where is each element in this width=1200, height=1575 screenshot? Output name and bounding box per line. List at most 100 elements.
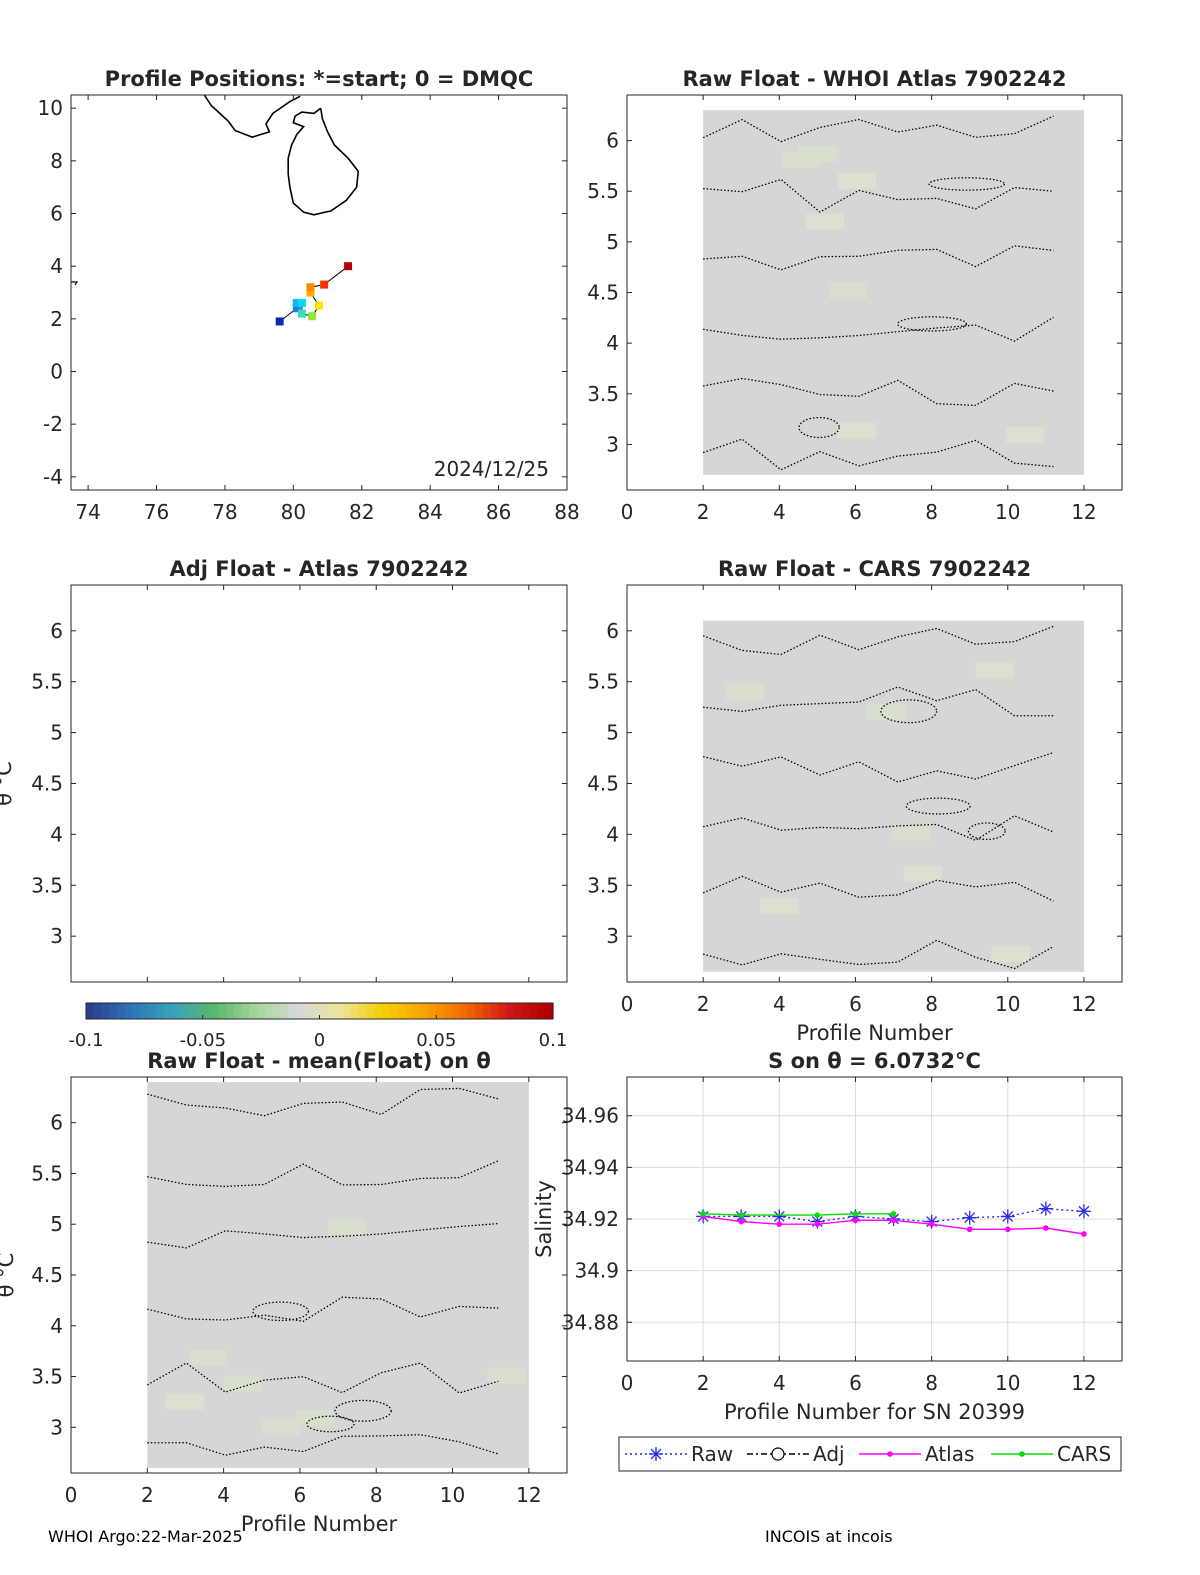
- colorbar-segment: [132, 1003, 142, 1019]
- y-tick-label: 5: [50, 721, 63, 745]
- x-tick-label: 0: [621, 500, 634, 524]
- y-tick-label: 5.5: [31, 1161, 63, 1185]
- chart-title: Adj Float - Atlas 7902242: [169, 557, 468, 581]
- contour-loop: [905, 797, 971, 815]
- colorbar-segment: [521, 1003, 531, 1019]
- data-point-cars: [738, 1212, 745, 1218]
- colorbar-segment: [428, 1003, 437, 1019]
- colorbar-segment: [194, 1003, 204, 1019]
- y-tick-label: 4.5: [31, 772, 63, 796]
- colorbar-segment: [249, 1003, 258, 1019]
- date-label: 2024/12/25: [434, 457, 549, 481]
- colorbar-segment: [101, 1003, 110, 1019]
- anomaly-field: [703, 110, 1084, 475]
- colorbar-segment: [327, 1003, 336, 1019]
- contour-line: [702, 939, 1054, 970]
- data-point-cars: [814, 1212, 821, 1218]
- y-tick-label: 10: [38, 96, 63, 120]
- y-tick-label: 6: [50, 1111, 63, 1135]
- contour-line: [702, 115, 1054, 143]
- x-tick-label: 2: [697, 992, 710, 1016]
- x-tick-label: 6: [849, 500, 862, 524]
- y-tick-label: 3.5: [31, 873, 63, 897]
- colorbar-segment: [303, 1003, 313, 1019]
- x-tick-label: 8: [925, 992, 938, 1016]
- y-tick-label: 4: [50, 254, 63, 278]
- colorbar-segment: [124, 1003, 134, 1019]
- contour-line: [147, 1087, 499, 1117]
- data-point-atlas: [738, 1218, 745, 1225]
- contour-line: [703, 377, 1054, 407]
- data-point-atlas: [852, 1217, 859, 1224]
- anomaly-cell: [805, 213, 844, 230]
- colorbar-segment: [373, 1003, 383, 1019]
- contour-loop: [798, 416, 840, 439]
- y-tick-label: 4.5: [31, 1263, 63, 1287]
- x-tick-label: 86: [486, 500, 511, 524]
- x-tick-label: 12: [1071, 992, 1096, 1016]
- x-tick-label: 8: [925, 1371, 938, 1395]
- colorbar-segment: [482, 1003, 492, 1019]
- contour-line: [702, 875, 1054, 902]
- colorbar-segment: [506, 1003, 515, 1019]
- legend-marker-atlas: [887, 1451, 893, 1457]
- y-tick-label: 4.5: [587, 772, 619, 796]
- y-tick-label: 5: [606, 721, 619, 745]
- colorbar-segment: [366, 1003, 375, 1019]
- contour-loop: [967, 822, 1006, 841]
- x-tick-label: 4: [773, 500, 786, 524]
- anomaly-cell: [487, 1367, 526, 1384]
- x-tick-label: 0: [621, 992, 634, 1016]
- x-axis-label: Profile Number for SN 20399: [724, 1400, 1025, 1424]
- profile-position-marker: [297, 299, 306, 308]
- contour-loop: [928, 177, 1006, 191]
- colorbar-segment: [117, 1003, 126, 1019]
- x-axis-label: Profile Number: [796, 1021, 953, 1045]
- profile-position-marker: [306, 288, 315, 297]
- data-point-raw: [1000, 1209, 1015, 1224]
- data-point-raw: [962, 1210, 977, 1225]
- colorbar-segment: [514, 1003, 523, 1019]
- data-point-raw: [1038, 1201, 1053, 1216]
- adj-atlas-panel: Adj Float - Atlas 7902242 3 3.5 4 4.5 5 5.5 6 θ …: [0, 557, 568, 983]
- colorbar-segment: [342, 1003, 352, 1019]
- x-tick-label: 6: [849, 1371, 862, 1395]
- coastline-fragment: [71, 281, 79, 286]
- footer-right: INCOIS at incois: [765, 1527, 893, 1546]
- colorbar-segment: [319, 1003, 328, 1019]
- colorbar-segment: [335, 1003, 344, 1019]
- y-tick-label: 5: [606, 230, 619, 254]
- data-point-atlas: [928, 1221, 935, 1227]
- coastline-india: [203, 94, 301, 138]
- colorbar-segment: [296, 1003, 305, 1019]
- colorbar-segment: [272, 1003, 282, 1019]
- anomaly-cell: [1006, 427, 1045, 444]
- x-tick-label: 74: [75, 500, 100, 524]
- y-tick-label: 3.5: [31, 1365, 63, 1389]
- colorbar-segment: [381, 1003, 391, 1019]
- colorbar-segment: [467, 1003, 476, 1019]
- anomaly-field: [147, 1082, 529, 1468]
- data-point-atlas: [814, 1221, 821, 1227]
- colorbar-segment: [109, 1003, 118, 1019]
- anomaly-cell: [328, 1219, 367, 1236]
- data-point-atlas: [966, 1226, 973, 1233]
- colorbar-segment: [350, 1003, 360, 1019]
- legend-label-atlas: Atlas: [925, 1442, 974, 1466]
- colorbar-segment: [537, 1003, 546, 1019]
- y-tick-label: 6: [606, 129, 619, 153]
- y-tick-label: -4: [43, 465, 63, 489]
- y-axis-label: θ °C: [0, 761, 16, 806]
- colorbar-tick-label: 0.1: [539, 1030, 568, 1051]
- data-point-atlas: [1081, 1231, 1087, 1237]
- x-tick-label: 6: [294, 1483, 307, 1507]
- series-line-cars: [703, 1213, 894, 1216]
- colorbar-segment: [397, 1003, 406, 1019]
- y-tick-label: 3: [606, 432, 619, 456]
- colorbar-segment: [93, 1003, 103, 1019]
- contour-loop: [252, 1301, 310, 1322]
- contour-line: [702, 625, 1054, 656]
- colorbar-segment: [187, 1003, 196, 1019]
- plot-frame: [70, 584, 568, 983]
- chart-title: Raw Float - WHOI Atlas 7902242: [682, 67, 1066, 91]
